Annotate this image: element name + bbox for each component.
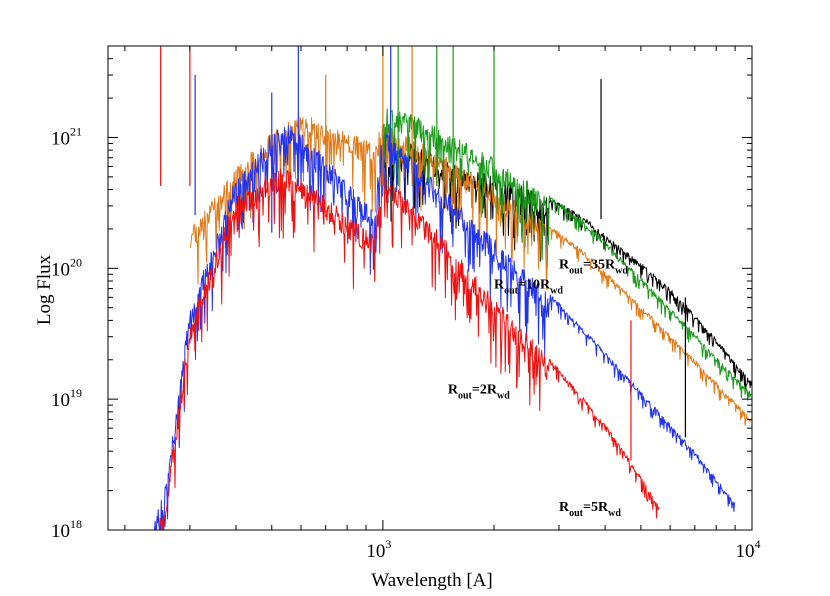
x-tick-label-1: 104: [736, 537, 761, 562]
y-tick-label-2: 1020: [51, 255, 82, 280]
label-layer: 103 104 1018 1019 1020 1021: [51, 124, 761, 562]
series-annotation-3: Rout=5Rwd: [559, 500, 621, 519]
y-tick-label-1: 1019: [51, 386, 82, 411]
x-tick-label-0: 103: [366, 537, 391, 562]
y-axis-title: Log Flux: [34, 254, 55, 325]
series-annotation-2: Rout=2Rwd: [448, 383, 510, 402]
y-tick-label-3: 1021: [51, 124, 82, 149]
series-annotation-0: Rout=35Rwd: [559, 257, 628, 276]
series-line-rout-5rwd: [382, 108, 753, 401]
annotation-layer: Rout=35Rwd Rout=10Rwd Rout=2Rwd Rout=5Rwd: [448, 257, 628, 519]
series-layer: [140, 108, 753, 531]
plot-frame: [107, 45, 753, 531]
x-axis-title: Wavelength [A]: [371, 570, 492, 591]
tick-layer: [108, 45, 753, 531]
series-line-rout-2rwd: [140, 125, 736, 531]
spike-layer: [160, 46, 686, 461]
series-annotation-1: Rout=10Rwd: [494, 278, 563, 297]
y-tick-label-0: 1018: [51, 517, 82, 542]
series-line-rout-35rwd: [382, 143, 753, 390]
series-line-series-4: [140, 167, 660, 531]
